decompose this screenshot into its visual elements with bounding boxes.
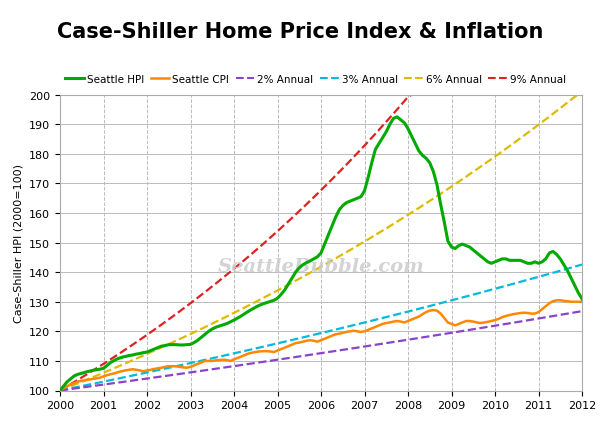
Text: Case-Shiller Home Price Index & Inflation: Case-Shiller Home Price Index & Inflatio… xyxy=(57,22,543,42)
Legend: Seattle HPI, Seattle CPI, 2% Annual, 3% Annual, 6% Annual, 9% Annual: Seattle HPI, Seattle CPI, 2% Annual, 3% … xyxy=(65,74,566,84)
Text: SeattleBubble.com: SeattleBubble.com xyxy=(218,258,424,276)
Y-axis label: Case-Shiller HPI (2000=100): Case-Shiller HPI (2000=100) xyxy=(14,164,23,322)
